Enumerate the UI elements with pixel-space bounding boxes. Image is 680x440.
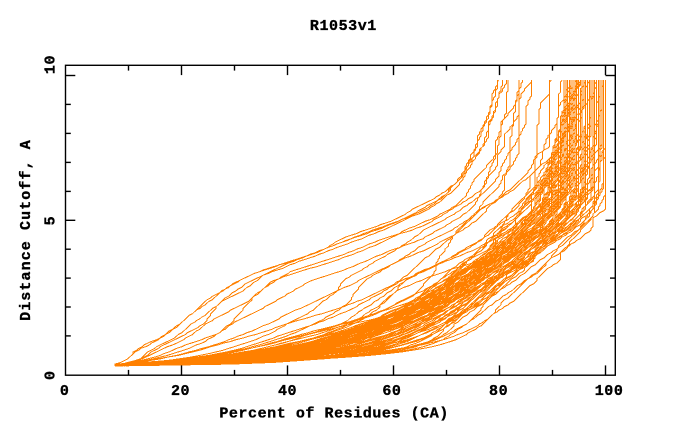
svg-text:60: 60 bbox=[382, 383, 401, 400]
svg-text:Distance Cutoff, A: Distance Cutoff, A bbox=[18, 139, 35, 321]
svg-text:40: 40 bbox=[278, 383, 297, 400]
svg-text:20: 20 bbox=[171, 383, 190, 400]
svg-text:100: 100 bbox=[595, 383, 624, 400]
svg-text:10: 10 bbox=[43, 55, 60, 74]
svg-text:0: 0 bbox=[60, 383, 70, 400]
svg-text:5: 5 bbox=[43, 216, 60, 226]
svg-text:Percent of Residues (CA): Percent of Residues (CA) bbox=[219, 406, 448, 423]
svg-text:R1053v1: R1053v1 bbox=[310, 18, 377, 35]
svg-text:0: 0 bbox=[43, 370, 60, 380]
svg-text:80: 80 bbox=[489, 383, 508, 400]
